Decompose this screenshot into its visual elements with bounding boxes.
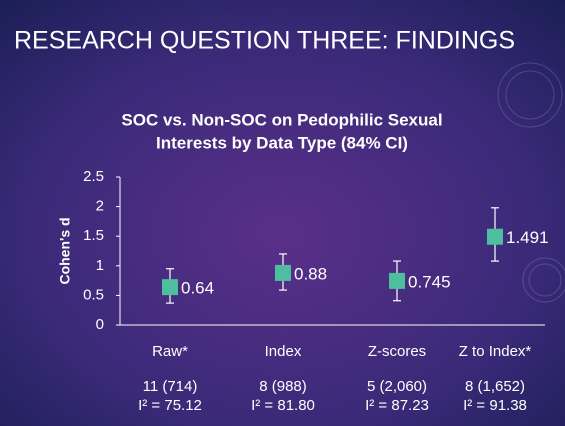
y-tick-label: 0 <box>96 316 104 333</box>
y-tick-label: 2.5 <box>83 168 104 185</box>
footnote: I² = 75.12 <box>138 397 202 414</box>
y-axis-label: Cohen's d <box>57 217 73 284</box>
x-tick-label: Z-scores <box>368 343 426 360</box>
footnote: I² = 87.23 <box>365 397 429 414</box>
chart-title: Interests by Data Type (84% CI) <box>156 133 408 152</box>
y-tick-label: 2 <box>96 198 104 215</box>
marker <box>275 264 291 281</box>
footnote: 8 (1,652) <box>465 378 525 395</box>
marker <box>162 279 178 296</box>
footnote: 8 (988) <box>259 378 307 395</box>
slide-title: RESEARCH QUESTION THREE: FINDINGS <box>14 27 515 55</box>
y-tick-label: 1.5 <box>83 227 104 244</box>
footnote: 5 (2,060) <box>367 378 427 395</box>
marker <box>487 228 503 245</box>
x-tick-label: Raw* <box>152 343 188 360</box>
y-tick-label: 0.5 <box>83 286 104 303</box>
x-tick-label: Index <box>265 343 302 360</box>
data-label: 0.64 <box>181 279 214 298</box>
data-label: 1.491 <box>506 228 549 247</box>
footnote: I² = 81.80 <box>251 397 315 414</box>
chart-title: SOC vs. Non-SOC on Pedophilic Sexual <box>121 110 442 129</box>
marker <box>389 272 405 289</box>
x-tick-label: Z to Index* <box>459 343 532 360</box>
data-label: 0.745 <box>408 272 451 291</box>
decoration <box>497 62 565 303</box>
footnote: I² = 91.38 <box>463 397 527 414</box>
footnote: 11 (714) <box>143 378 198 395</box>
y-tick-label: 1 <box>96 257 104 274</box>
data-label: 0.88 <box>294 264 327 283</box>
